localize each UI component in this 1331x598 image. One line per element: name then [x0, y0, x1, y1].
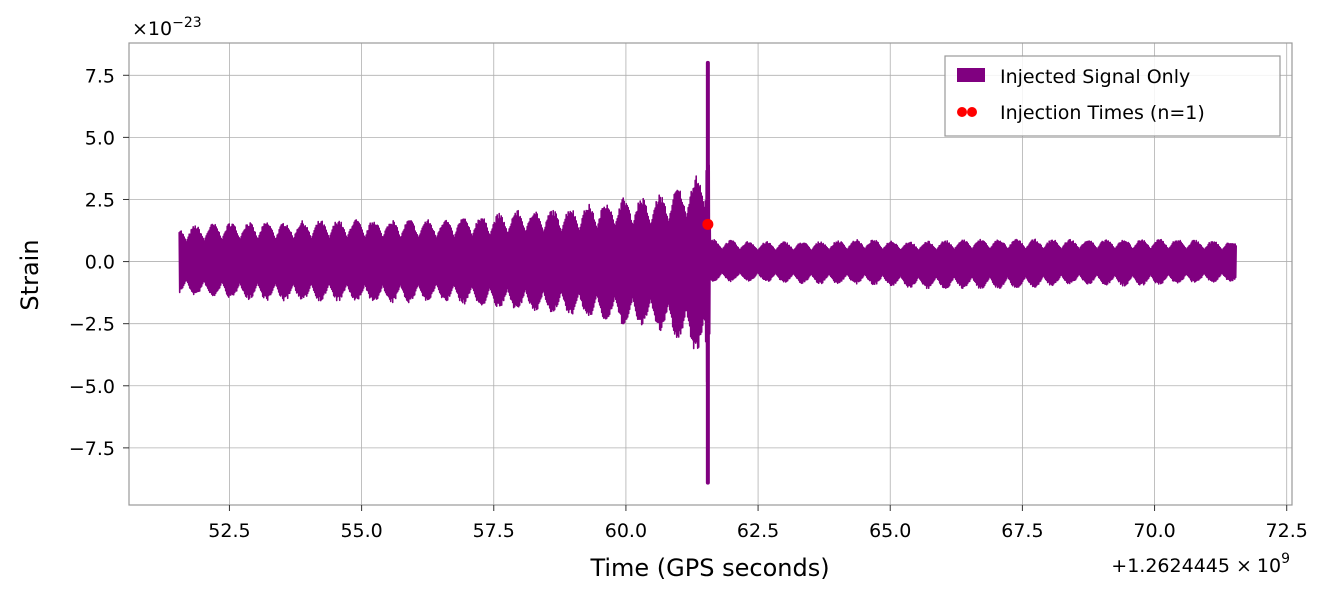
x-tick-label: 60.0	[605, 520, 647, 542]
y-tick-label: −7.5	[69, 438, 115, 460]
x-tick-label: 57.5	[473, 520, 515, 542]
plot-series	[178, 60, 1237, 485]
legend-label-injected-signal: Injected Signal Only	[1000, 66, 1190, 88]
y-tick-label: −2.5	[69, 314, 115, 336]
injection-time-point	[702, 218, 714, 230]
legend-marker-injection-times	[967, 107, 977, 117]
y-tick-label: −5.0	[69, 376, 115, 398]
x-tick-label: 55.0	[340, 520, 382, 542]
x-tick-label: 52.5	[208, 520, 250, 542]
x-tick-label: 70.0	[1133, 520, 1175, 542]
x-tick-label: 72.5	[1266, 520, 1308, 542]
x-offset-label: +1.2624445 × 109	[1111, 551, 1290, 577]
y-tick-label: 7.5	[85, 65, 115, 87]
legend: Injected Signal Only Injection Times (n=…	[944, 55, 1281, 137]
legend-swatch-injected-signal	[957, 68, 985, 82]
x-tick-label: 65.0	[869, 520, 911, 542]
y-axis-label: Strain	[16, 239, 44, 310]
x-tick-label: 62.5	[737, 520, 779, 542]
x-axis-label: Time (GPS seconds)	[589, 554, 829, 582]
x-tick-label: 67.5	[1001, 520, 1043, 542]
axis-ticks: 52.5 55.0 57.5 60.0 62.5 65.0 67.5 70.0 72.5 7.5 5…	[69, 65, 1308, 542]
plot-frame	[128, 42, 1293, 506]
y-tick-label: 0.0	[85, 252, 115, 274]
y-scale-multiplier: ×10−23	[132, 15, 202, 40]
y-tick-label: 5.0	[85, 127, 115, 149]
legend-label-injection-times: Injection Times (n=1)	[1000, 102, 1205, 124]
legend-marker-injection-times	[957, 107, 967, 117]
legend-frame	[944, 55, 1281, 137]
y-tick-label: 2.5	[85, 189, 115, 211]
